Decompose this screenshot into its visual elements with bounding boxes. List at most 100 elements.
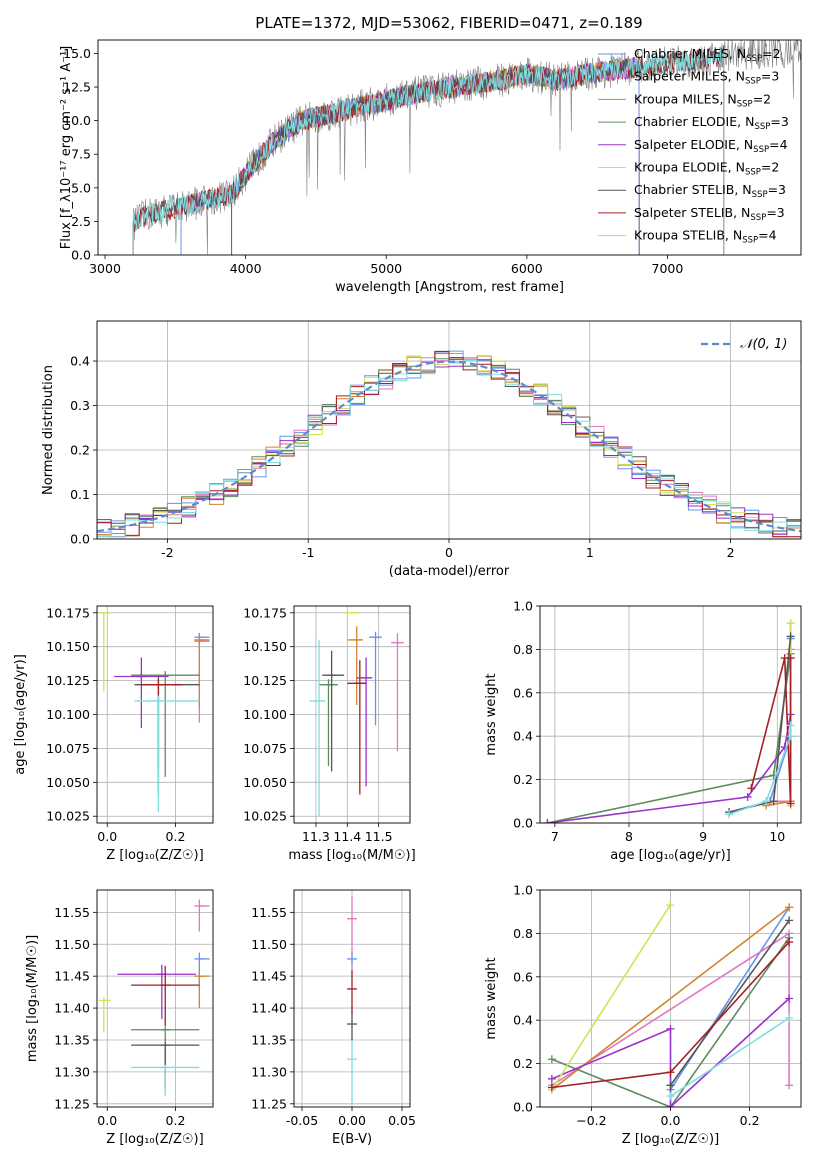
x-tick-label: 0.2 <box>166 1113 186 1128</box>
y-tick-label: 1.0 <box>513 599 533 614</box>
chart-age_vs_Z: 0.0 0.2 10.025 10.050 10.075 10.100 10.125 10.1… <box>13 605 214 863</box>
y-tick-label: 15.0 <box>63 46 91 61</box>
axes-frame <box>293 605 411 824</box>
y-tick-label: 0.6 <box>513 969 533 984</box>
x-tick-label: 0.00 <box>338 1113 366 1128</box>
y-axis-label: Flux [f_λ10⁻¹⁷ erg cm⁻² s⁻¹ A⁻¹] <box>59 46 74 250</box>
y-tick-label: 10.025 <box>46 809 90 824</box>
point-kroupa_stelib <box>666 1092 675 1101</box>
legend-label: Salpeter STELIB, NSSP=3 <box>634 205 785 223</box>
y-tick-label: 0.2 <box>513 1056 533 1071</box>
plot-area <box>98 612 210 813</box>
y-tick-label: 10.175 <box>46 605 90 620</box>
point-salpeter_stelib <box>666 1068 675 1077</box>
x-tick-label: 0.2 <box>740 1113 760 1128</box>
point-salpeter_elodie <box>743 792 752 801</box>
legend-label: Salpeter MILES, NSSP=3 <box>634 69 779 87</box>
chart-age_vs_mass: 11.3 11.4 11.5 10.025 10.050 10.075 10.100 10.1… <box>243 605 415 863</box>
y-tick-label: 0.4 <box>70 354 90 369</box>
axes-frame <box>96 889 214 1108</box>
y-tick-label: 5.0 <box>71 180 91 195</box>
point-salpeter_miles <box>785 1081 794 1090</box>
point-salpeter_elodie <box>547 1074 556 1083</box>
point-chabrier_stelib <box>786 632 795 641</box>
axes-frame <box>96 320 802 540</box>
y-tick-label: 0.2 <box>513 772 533 787</box>
y-tick-label: 11.50 <box>251 937 287 952</box>
y-tick-label: 10.150 <box>46 639 90 654</box>
y-tick-label: 11.40 <box>251 1001 287 1016</box>
series-kroupa_elodie <box>551 904 671 1091</box>
y-tick-label: 0.8 <box>513 926 533 941</box>
axes-frame <box>97 39 802 256</box>
point-kroupa_elodie <box>666 901 675 910</box>
y-tick-label: 0.0 <box>513 816 533 831</box>
y-tick-label: 7.5 <box>71 147 91 162</box>
hist-kroupa_stelib <box>97 359 801 538</box>
x-tick-label: 3000 <box>89 261 121 276</box>
x-axis-label: mass [log₁₀(M/M☉)] <box>288 848 415 863</box>
x-tick-label: -2 <box>161 545 173 560</box>
model-line-kroupa_stelib <box>132 47 725 255</box>
legend-label: Kroupa ELODIE, NSSP=2 <box>634 160 779 178</box>
y-tick-label: 0.8 <box>513 642 533 657</box>
series-kroupa_stelib <box>670 1017 790 1097</box>
legend-label-gaussian: 𝒩(0, 1) <box>740 337 787 352</box>
x-tick-label: 7000 <box>652 261 684 276</box>
x-axis-label: Z [log₁₀(Z/Z☉)] <box>106 1132 203 1147</box>
point-chabrier_stelib <box>785 916 794 925</box>
x-tick-label: 9 <box>699 829 707 844</box>
y-tick-label: 11.40 <box>54 1001 90 1016</box>
y-tick-label: 0.2 <box>70 443 90 458</box>
y-tick-label: 0.0 <box>70 532 90 547</box>
point-salpeter_elodie <box>666 1103 675 1107</box>
point-salpeter_elodie <box>785 994 794 1003</box>
x-tick-label: 11.5 <box>365 829 393 844</box>
plot-area <box>547 901 794 1107</box>
grid <box>97 606 213 823</box>
y-tick-label: 11.25 <box>54 1096 90 1111</box>
y-tick-label: 0.0 <box>71 248 91 263</box>
series-salpeter_elodie <box>551 997 790 1107</box>
point-kroupa_elodie <box>786 619 795 628</box>
point-salpeter_stelib <box>786 654 795 663</box>
y-tick-label: 0.3 <box>70 398 90 413</box>
y-axis-label: mass weight <box>484 957 499 1039</box>
chart-mass_vs_ebv: -0.05 0.00 0.05 11.25 11.30 11.35 11.40 11.45 11… <box>251 889 416 1147</box>
x-axis-label: wavelength [Angstrom, rest frame] <box>335 280 564 295</box>
legend-label: Chabrier ELODIE, NSSP=3 <box>634 114 789 132</box>
chart-weight_vs_age: 7 8 9 10 0.0 0.2 0.4 0.6 0.8 1.0 age [log₁₀(age/yr… <box>484 599 802 863</box>
point-salpeter_stelib <box>747 784 756 793</box>
point-salpeter_stelib <box>786 799 795 808</box>
chart-weight_vs_Z: −0.2 0.0 0.2 0.0 0.2 0.4 0.6 0.8 1.0 Z [log₁₀(Z/Z… <box>484 883 802 1147</box>
y-tick-label: 12.5 <box>63 80 91 95</box>
x-tick-label: 0.2 <box>166 829 186 844</box>
series-chabrier_elodie <box>551 937 790 1107</box>
axes-frame <box>539 605 802 824</box>
y-tick-label: 10.0 <box>63 113 91 128</box>
series-kroupa_stelib <box>728 725 792 816</box>
x-tick-label: 0.0 <box>661 1113 681 1128</box>
legend-label: Chabrier MILES, NSSP=2 <box>634 46 781 64</box>
grid <box>294 606 410 823</box>
x-tick-label: 0.0 <box>97 829 117 844</box>
point-chabrier_elodie <box>547 1055 556 1064</box>
y-tick-label: 0.1 <box>70 487 90 502</box>
y-tick-label: 10.075 <box>46 741 90 756</box>
y-tick-label: 11.25 <box>251 1096 287 1111</box>
x-tick-label: 0.05 <box>388 1113 416 1128</box>
plot-area <box>347 896 357 1104</box>
gaussian-curve <box>97 360 801 533</box>
y-tick-label: 10.100 <box>46 707 90 722</box>
legend-label: Kroupa MILES, NSSP=2 <box>634 91 771 109</box>
point-kroupa_miles <box>785 903 794 912</box>
y-tick-label: 11.35 <box>251 1032 287 1047</box>
series-chabrier_stelib <box>669 919 790 1086</box>
point-chabrier_stelib <box>666 1081 675 1090</box>
y-tick-label: 10.125 <box>46 673 90 688</box>
legend-label: Kroupa STELIB, NSSP=4 <box>634 228 777 246</box>
y-tick-label: 11.55 <box>54 905 90 920</box>
x-tick-label: -1 <box>302 545 314 560</box>
plot-area <box>97 350 801 538</box>
